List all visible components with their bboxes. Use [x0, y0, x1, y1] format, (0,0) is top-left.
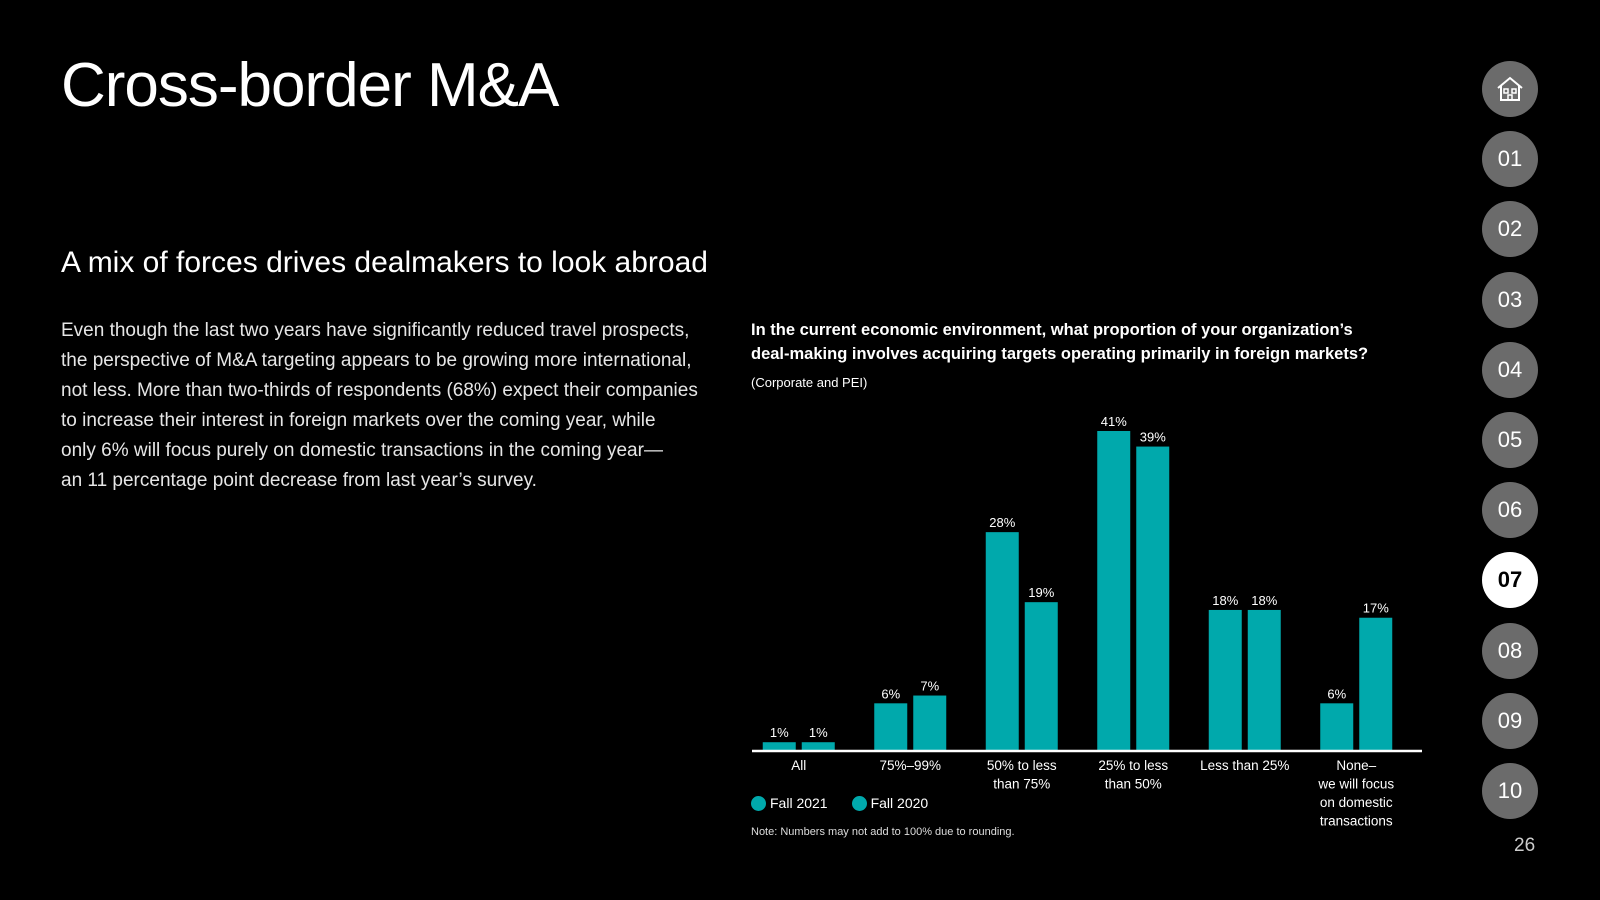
- nav-item-04[interactable]: 04: [1482, 341, 1538, 398]
- data-label: 19%: [1028, 585, 1054, 600]
- bar-fall-2021-4: [1208, 609, 1242, 750]
- bar-fall-2020-5: [1359, 617, 1393, 750]
- nav-item-10[interactable]: 10: [1482, 762, 1538, 819]
- body-line: Even though the last two years have sign…: [61, 320, 690, 341]
- category-label: than 50%: [1105, 777, 1162, 792]
- category-label: All: [791, 758, 806, 773]
- home-icon: [1497, 76, 1523, 101]
- chart-title-line: deal-making involves acquiring targets o…: [751, 345, 1369, 363]
- body-paragraph: Even though the last two years have sign…: [61, 316, 741, 496]
- bar-fall-2020-3: [1136, 446, 1170, 750]
- data-label: 7%: [920, 679, 939, 694]
- data-label: 17%: [1363, 601, 1389, 616]
- bar-fall-2020-1: [913, 695, 947, 750]
- data-label: 18%: [1251, 593, 1277, 608]
- chart-subtitle: (Corporate and PEI): [751, 375, 868, 390]
- category-label: than 75%: [993, 777, 1050, 792]
- data-label: 6%: [1327, 686, 1346, 701]
- category-label: Less than 25%: [1200, 758, 1289, 773]
- data-label: 39%: [1140, 430, 1166, 445]
- legend-swatch: [851, 795, 867, 811]
- legend-label: Fall 2021: [770, 795, 828, 811]
- data-label: 1%: [770, 725, 789, 740]
- bar-fall-2020-0: [801, 742, 835, 750]
- body-line: the perspective of M&A targeting appears…: [61, 350, 692, 371]
- chart-title: In the current economic environment, wha…: [751, 318, 1431, 366]
- category-label: on domestic: [1320, 795, 1393, 810]
- body-line: not less. More than two-thirds of respon…: [61, 380, 698, 401]
- category-label: None–: [1336, 758, 1376, 773]
- section-subtitle: A mix of forces drives dealmakers to loo…: [61, 246, 708, 279]
- nav-item-03[interactable]: 03: [1482, 271, 1538, 328]
- section-nav: 01 02 03 04 05 06 07 08 09 10: [1482, 61, 1538, 833]
- category-label: 75%–99%: [879, 758, 941, 773]
- category-label: 25% to less: [1098, 758, 1168, 773]
- body-line: only 6% will focus purely on domestic tr…: [61, 440, 663, 461]
- data-label: 18%: [1212, 593, 1238, 608]
- nav-item-02[interactable]: 02: [1482, 201, 1538, 258]
- legend-swatch: [751, 795, 766, 811]
- home-button[interactable]: [1482, 61, 1538, 117]
- bar-chart: 1% 1% All 6% 7% 75%–99% 28% 19% 50% to less than …: [752, 414, 1422, 829]
- nav-item-09[interactable]: 09: [1482, 692, 1538, 749]
- category-label: we will focus: [1317, 777, 1394, 792]
- bar-fall-2020-4: [1247, 609, 1281, 750]
- chart-note: Note: Numbers may not add to 100% due to…: [751, 826, 1015, 838]
- bar-fall-2021-3: [1097, 431, 1131, 750]
- bar-fall-2021-0: [762, 742, 796, 750]
- chart-legend: Fall 2021 Fall 2020: [751, 795, 928, 811]
- chart-title-line: In the current economic environment, wha…: [751, 321, 1353, 339]
- nav-item-08[interactable]: 08: [1482, 622, 1538, 679]
- category-label: transactions: [1320, 814, 1393, 829]
- nav-item-07[interactable]: 07: [1482, 552, 1538, 609]
- body-line: to increase their interest in foreign ma…: [61, 410, 656, 431]
- legend-item-fall-2021: Fall 2021: [751, 795, 828, 811]
- body-line: an 11 percentage point decrease from las…: [61, 470, 537, 491]
- nav-item-05[interactable]: 05: [1482, 411, 1538, 468]
- data-label: 1%: [809, 725, 828, 740]
- legend-item-fall-2020: Fall 2020: [851, 795, 929, 811]
- page-number: 26: [1514, 835, 1536, 856]
- page-title: Cross-border M&A: [61, 51, 559, 120]
- legend-label: Fall 2020: [870, 795, 929, 811]
- bar-fall-2020-2: [1024, 602, 1058, 750]
- bar-fall-2021-1: [874, 703, 908, 750]
- data-label: 6%: [881, 686, 900, 701]
- bar-fall-2021-2: [985, 532, 1019, 750]
- data-label: 28%: [989, 515, 1015, 530]
- nav-item-01[interactable]: 01: [1482, 131, 1538, 188]
- data-label: 41%: [1101, 414, 1127, 429]
- bar-fall-2021-5: [1320, 703, 1354, 750]
- category-label: 50% to less: [987, 758, 1057, 773]
- nav-item-06[interactable]: 06: [1482, 482, 1538, 539]
